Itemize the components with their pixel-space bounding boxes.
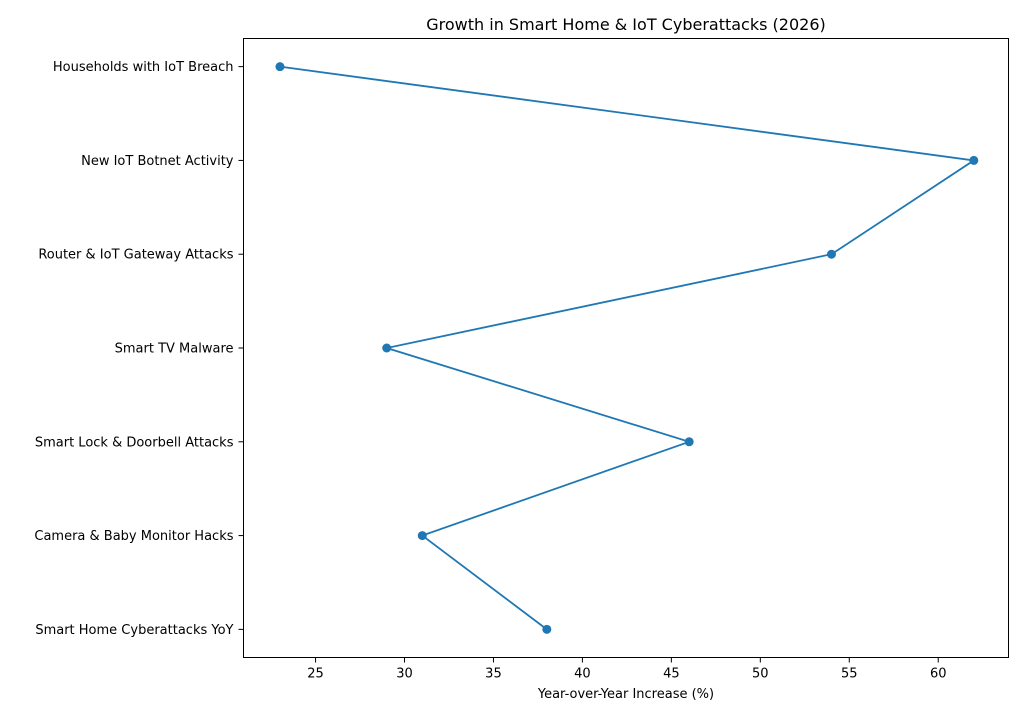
x-tick-label: 45: [663, 667, 680, 682]
y-tick-label: Camera & Baby Monitor Hacks: [34, 529, 233, 544]
data-point: [417, 531, 427, 541]
x-axis-label: Year-over-Year Increase (%): [537, 687, 714, 702]
data-point: [382, 343, 392, 353]
y-tick-label: Households with IoT Breach: [53, 60, 234, 75]
y-tick-label: Smart Home Cyberattacks YoY: [35, 623, 233, 638]
x-axis: 25 30 35 40 45 50 55 60: [307, 657, 947, 682]
data-point: [969, 155, 979, 165]
x-tick-label: 35: [485, 667, 502, 682]
data-point: [275, 62, 285, 72]
data-point: [684, 437, 694, 447]
x-tick-label: 40: [574, 667, 591, 682]
chart-title: Growth in Smart Home & IoT Cyberattacks …: [426, 15, 825, 34]
series-line: [275, 62, 979, 634]
x-tick-label: 50: [752, 667, 769, 682]
y-axis: Smart Home Cyberattacks YoY Camera & Baby…: [34, 60, 244, 638]
x-tick-label: 30: [396, 667, 413, 682]
y-tick-label: New IoT Botnet Activity: [81, 154, 234, 169]
x-tick-label: 60: [930, 667, 947, 682]
data-point: [826, 249, 836, 259]
x-tick-label: 25: [307, 667, 324, 682]
y-tick-label: Smart TV Malware: [115, 342, 234, 357]
y-tick-label: Smart Lock & Doorbell Attacks: [35, 435, 234, 450]
x-tick-label: 55: [841, 667, 858, 682]
y-tick-label: Router & IoT Gateway Attacks: [38, 248, 233, 263]
data-point: [542, 624, 552, 634]
plot-frame: [243, 38, 1009, 658]
